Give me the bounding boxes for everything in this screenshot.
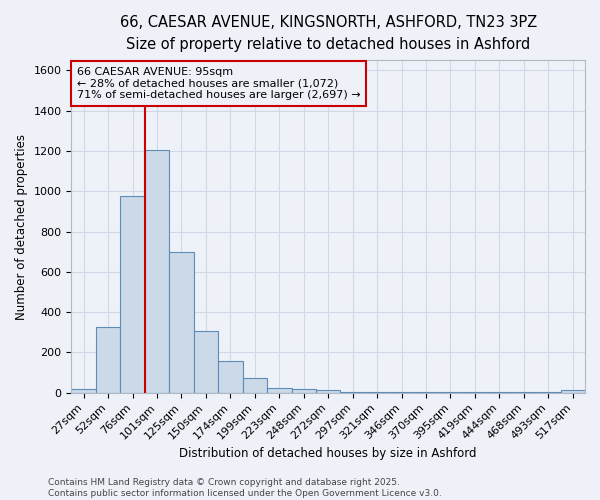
Bar bbox=[316, 390, 340, 392]
Bar bbox=[71, 388, 96, 392]
Text: Contains HM Land Registry data © Crown copyright and database right 2025.
Contai: Contains HM Land Registry data © Crown c… bbox=[48, 478, 442, 498]
Bar bbox=[242, 378, 267, 392]
Bar bbox=[169, 252, 194, 392]
Y-axis label: Number of detached properties: Number of detached properties bbox=[15, 134, 28, 320]
Bar bbox=[560, 390, 585, 392]
Bar bbox=[96, 328, 121, 392]
Bar bbox=[267, 388, 292, 392]
Bar bbox=[218, 360, 242, 392]
X-axis label: Distribution of detached houses by size in Ashford: Distribution of detached houses by size … bbox=[179, 447, 477, 460]
Text: 66 CAESAR AVENUE: 95sqm
← 28% of detached houses are smaller (1,072)
71% of semi: 66 CAESAR AVENUE: 95sqm ← 28% of detache… bbox=[77, 67, 360, 100]
Bar bbox=[292, 389, 316, 392]
Bar bbox=[121, 196, 145, 392]
Title: 66, CAESAR AVENUE, KINGSNORTH, ASHFORD, TN23 3PZ
Size of property relative to de: 66, CAESAR AVENUE, KINGSNORTH, ASHFORD, … bbox=[119, 15, 537, 52]
Bar bbox=[194, 332, 218, 392]
Bar bbox=[145, 150, 169, 392]
